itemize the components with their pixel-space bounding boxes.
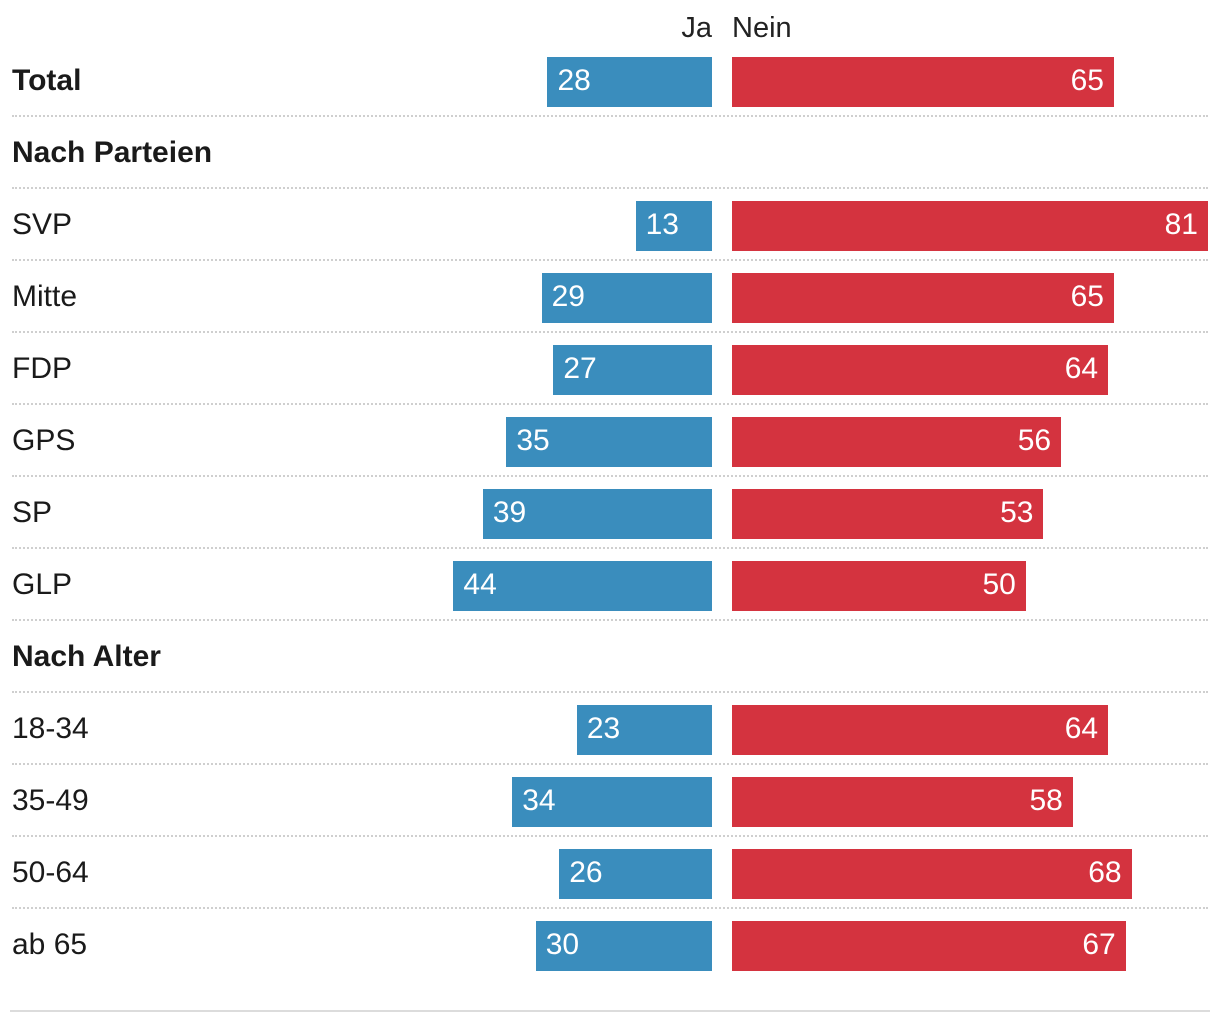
bar-nein: 67: [732, 921, 1126, 971]
row-label: ab 65: [12, 928, 88, 961]
chart-row-total: Total 28 65: [0, 45, 1220, 117]
row-divider: [12, 619, 1208, 621]
row-divider: [12, 475, 1208, 477]
bar-nein: 68: [732, 849, 1132, 899]
chart-row-mitte: Mitte 29 65: [0, 261, 1220, 333]
bar-nein: 58: [732, 777, 1073, 827]
row-label: Mitte: [12, 280, 78, 313]
row-divider: [12, 547, 1208, 549]
bar-ja: 34: [512, 777, 712, 827]
row-label: SVP: [12, 208, 73, 241]
row-divider: [12, 835, 1208, 837]
chart-row-glp: GLP 44 50: [0, 549, 1220, 621]
section-header: Nach Parteien: [0, 117, 1220, 189]
bottom-rule: [10, 1010, 1210, 1012]
row-label: 18-34: [12, 712, 89, 745]
bar-ja: 28: [547, 57, 712, 107]
row-label: GPS: [12, 424, 76, 457]
bar-ja: 26: [559, 849, 712, 899]
row-divider: [12, 907, 1208, 909]
bar-nein: 50: [732, 561, 1026, 611]
section-title: Nach Parteien: [12, 136, 213, 169]
chart-row-ab-65: ab 65 30 67: [0, 909, 1220, 981]
row-divider: [12, 763, 1208, 765]
row-divider: [12, 259, 1208, 261]
chart-row-35-49: 35-49 34 58: [0, 765, 1220, 837]
row-divider: [12, 115, 1208, 117]
chart-row-18-34: 18-34 23 64: [0, 693, 1220, 765]
bar-ja: 30: [535, 921, 712, 971]
bar-ja: 27: [553, 345, 712, 395]
section-title: Nach Alter: [12, 640, 161, 673]
row-divider: [12, 331, 1208, 333]
row-label: 35-49: [12, 784, 89, 817]
bar-ja: 23: [576, 705, 712, 755]
bar-ja: 13: [635, 201, 712, 251]
chart-row-gps: GPS 35 56: [0, 405, 1220, 477]
bar-nein: 64: [732, 705, 1109, 755]
bar-ja: 29: [541, 273, 712, 323]
chart-row-sp: SP 39 53: [0, 477, 1220, 549]
bar-ja: 44: [453, 561, 712, 611]
bar-nein: 81: [732, 201, 1208, 251]
row-label: FDP: [12, 352, 72, 385]
chart-row-fdp: FDP 27 64: [0, 333, 1220, 405]
row-label: Total: [12, 64, 82, 97]
bar-nein: 53: [732, 489, 1044, 539]
chart-row-50-64: 50-64 26 68: [0, 837, 1220, 909]
bar-ja: 39: [482, 489, 712, 539]
legend-nein: Nein: [732, 12, 792, 44]
bar-nein: 64: [732, 345, 1109, 395]
bar-ja: 35: [506, 417, 712, 467]
chart-row-svp: SVP 13 81: [0, 189, 1220, 261]
bar-nein: 65: [732, 273, 1114, 323]
row-label: 50-64: [12, 856, 89, 889]
row-divider: [12, 187, 1208, 189]
row-divider: [12, 403, 1208, 405]
legend-ja: Ja: [681, 12, 712, 44]
section-header: Nach Alter: [0, 621, 1220, 693]
bar-nein: 65: [732, 57, 1114, 107]
bar-nein: 56: [732, 417, 1062, 467]
row-divider: [12, 691, 1208, 693]
row-label: SP: [12, 496, 53, 529]
row-label: GLP: [12, 568, 73, 601]
